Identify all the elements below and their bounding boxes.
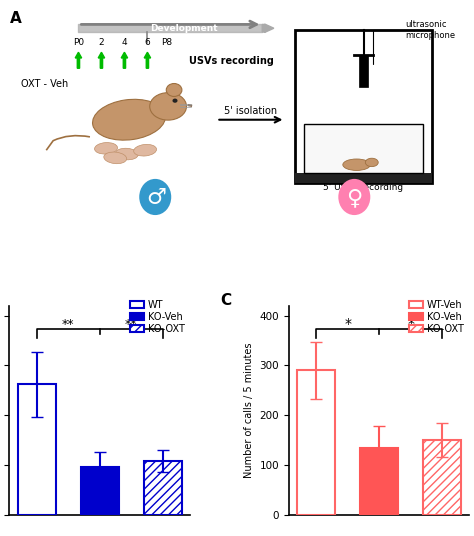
Text: 5' isolation: 5' isolation: [224, 106, 277, 116]
Circle shape: [166, 84, 182, 96]
Text: 5' USVs recording: 5' USVs recording: [323, 183, 403, 192]
FancyArrow shape: [144, 52, 151, 68]
Text: *: *: [344, 317, 351, 331]
Circle shape: [338, 179, 370, 215]
Text: **: **: [62, 318, 74, 331]
Bar: [294, 173, 432, 183]
Ellipse shape: [104, 152, 127, 163]
Circle shape: [173, 99, 178, 103]
Text: ultrasonic
microphone: ultrasonic microphone: [373, 20, 455, 64]
Bar: [18, 384, 55, 515]
Ellipse shape: [92, 99, 165, 140]
Bar: [359, 55, 368, 87]
Text: P8: P8: [161, 39, 173, 47]
Y-axis label: Number of calls / 5 minutes: Number of calls / 5 minutes: [244, 343, 254, 478]
Bar: [306, 168, 421, 173]
Text: A: A: [10, 11, 22, 26]
FancyArrow shape: [75, 52, 82, 68]
Text: *: *: [407, 317, 414, 331]
Bar: [304, 123, 423, 173]
Legend: WT, KO-Veh, KO-OXT: WT, KO-Veh, KO-OXT: [126, 296, 188, 338]
Text: 6: 6: [145, 39, 150, 47]
Bar: [144, 461, 182, 515]
Text: ♀: ♀: [346, 188, 363, 208]
Text: **: **: [125, 318, 137, 331]
Ellipse shape: [365, 158, 378, 167]
Text: USVs recording: USVs recording: [189, 56, 273, 65]
Text: Development: Development: [150, 25, 218, 33]
Ellipse shape: [150, 93, 186, 120]
Ellipse shape: [115, 148, 138, 160]
Text: P0: P0: [73, 39, 84, 47]
Bar: [81, 467, 118, 515]
Text: ♂: ♂: [146, 188, 166, 208]
Ellipse shape: [343, 159, 370, 170]
Bar: [360, 449, 398, 515]
FancyArrow shape: [263, 24, 274, 32]
FancyBboxPatch shape: [294, 30, 432, 183]
Text: OXT - Veh: OXT - Veh: [21, 79, 68, 90]
Ellipse shape: [134, 144, 156, 156]
Text: C: C: [220, 293, 232, 308]
Bar: [423, 440, 461, 515]
Ellipse shape: [95, 143, 118, 154]
Legend: WT-Veh, KO-Veh, KO-OXT: WT-Veh, KO-Veh, KO-OXT: [406, 296, 468, 338]
Text: 2: 2: [99, 39, 104, 47]
Bar: [297, 370, 335, 515]
FancyArrow shape: [98, 52, 105, 68]
Text: 4: 4: [122, 39, 127, 47]
FancyArrow shape: [121, 52, 128, 68]
Circle shape: [139, 179, 171, 215]
